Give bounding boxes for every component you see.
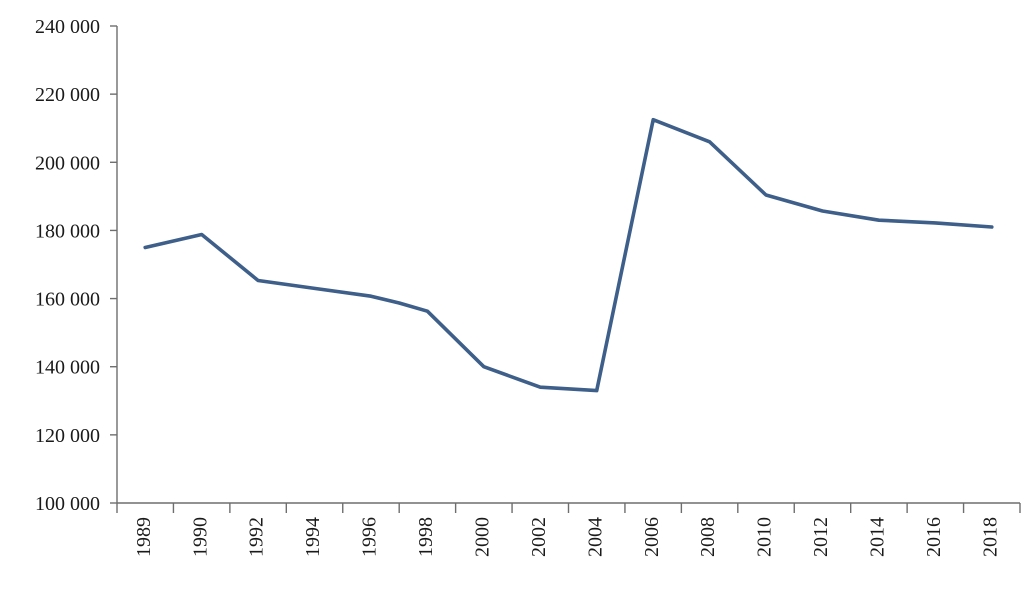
x-tick-label: 2004: [584, 517, 606, 557]
x-tick-label: 2016: [923, 517, 945, 557]
y-tick-label: 140 000: [35, 357, 100, 379]
x-axis: 1989 1990 1992 1994 1996 1998 2000 2002 2004 2006…: [116, 502, 1021, 557]
x-tick-label: 1992: [246, 517, 268, 557]
x-tick-label: 2008: [697, 517, 719, 557]
x-tick-label: 2006: [641, 517, 663, 557]
y-tick-label: 120 000: [35, 425, 100, 447]
y-axis: 100 000 120 000 140 000 160 000 180 000 200 0…: [35, 16, 118, 515]
x-tick-label: 1994: [302, 517, 324, 557]
y-tick-label: 240 000: [35, 16, 100, 38]
x-tick-label: 2010: [754, 517, 776, 557]
x-tick-label: 1989: [133, 517, 155, 557]
x-tick-label: 2000: [471, 517, 493, 557]
series-line: [143, 117, 994, 393]
y-tick-label: 200 000: [35, 152, 100, 174]
y-tick-label: 100 000: [35, 493, 100, 515]
x-tick-label: 1996: [359, 517, 381, 557]
x-tick-label: 2002: [528, 517, 550, 557]
y-tick-label: 220 000: [35, 84, 100, 106]
y-tick-label: 180 000: [35, 220, 100, 242]
x-tick-label: 2014: [867, 517, 889, 557]
x-tick-label: 2012: [810, 517, 832, 557]
x-tick-label: 1990: [189, 517, 211, 557]
x-tick-label: 1998: [415, 517, 437, 557]
x-tick-label: 2018: [979, 517, 1001, 557]
series-layer: [143, 117, 994, 393]
y-tick-label: 160 000: [35, 289, 100, 311]
